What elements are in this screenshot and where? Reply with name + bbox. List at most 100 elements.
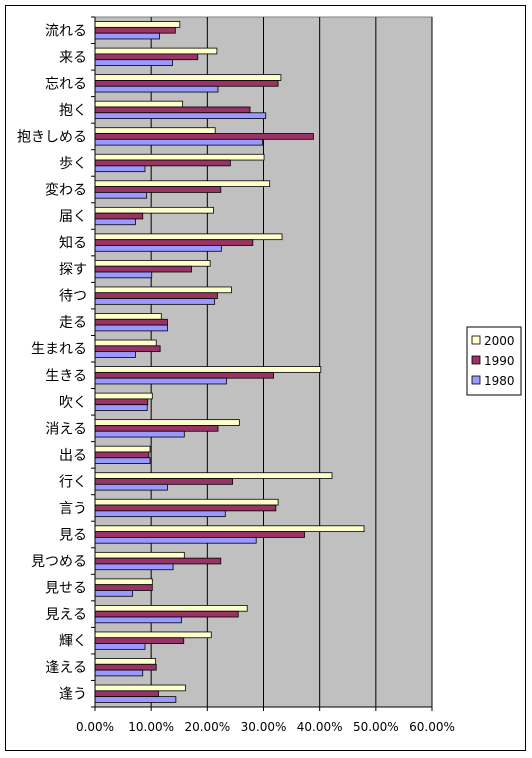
bar-1990 xyxy=(94,53,199,61)
bar-2000 xyxy=(94,339,157,347)
category-label: 歩く xyxy=(59,156,87,172)
bar-1990 xyxy=(94,478,234,485)
bar-1980 xyxy=(94,271,153,279)
category-label: 来る xyxy=(59,50,87,66)
bar-2000 xyxy=(94,498,279,506)
bar-2000 xyxy=(94,525,365,532)
bar-1980 xyxy=(94,643,146,650)
category-label: 見る xyxy=(59,528,87,544)
bar-1990 xyxy=(94,690,159,698)
category-label: 生きる xyxy=(45,368,87,384)
bar-1990 xyxy=(94,557,222,565)
legend-label-2000: 2000 xyxy=(484,334,515,348)
bar-2000 xyxy=(94,445,151,453)
bar-2000 xyxy=(94,100,184,108)
bar-2000 xyxy=(94,313,162,320)
bar-2000 xyxy=(94,286,232,294)
bar-1980 xyxy=(94,351,136,358)
bar-1980 xyxy=(94,457,151,464)
x-tick-label: 50.00% xyxy=(353,720,399,734)
bar-1990 xyxy=(94,663,157,671)
bar-1980 xyxy=(94,404,148,411)
bar-2000 xyxy=(94,127,216,134)
x-tick-label: 30.00% xyxy=(241,720,287,734)
bar-2000 xyxy=(94,658,157,665)
bar-1990 xyxy=(94,133,314,140)
bar-1980 xyxy=(94,483,168,491)
category-label: 走る xyxy=(59,315,87,331)
bar-2000 xyxy=(94,392,153,400)
x-tick-label: 10.00% xyxy=(128,720,174,734)
bar-1980 xyxy=(94,218,136,226)
legend-swatch-1990 xyxy=(471,355,481,365)
bar-1990 xyxy=(94,398,149,406)
bar-1990 xyxy=(94,531,305,538)
bar-1980 xyxy=(94,165,146,173)
category-label: 吹く xyxy=(59,395,87,411)
category-label: 輝く xyxy=(59,634,87,650)
category-label: 抱く xyxy=(59,103,87,119)
bar-1990 xyxy=(94,159,231,167)
bar-1980 xyxy=(94,430,185,438)
bar-2000 xyxy=(94,605,248,612)
bar-1980 xyxy=(94,112,267,119)
category-label: 流れる xyxy=(45,23,87,39)
bar-2000 xyxy=(94,74,282,81)
x-tick-label: 0.00% xyxy=(76,720,114,734)
bar-1980 xyxy=(94,590,134,597)
category-label: 見せる xyxy=(45,581,87,597)
bar-1980 xyxy=(94,85,219,93)
bar-1990 xyxy=(94,371,275,379)
x-tick-label: 20.00% xyxy=(184,720,230,734)
category-label: 知る xyxy=(59,235,87,252)
bar-1990 xyxy=(94,345,161,353)
bar-1990 xyxy=(94,584,153,591)
category-label: 言う xyxy=(59,501,87,517)
x-tick-label: 60.00% xyxy=(409,720,455,734)
category-label: 消える xyxy=(45,421,87,437)
bar-1990 xyxy=(94,80,279,87)
bar-2000 xyxy=(94,684,186,692)
bar-2000 xyxy=(94,366,322,373)
bar-1980 xyxy=(94,669,144,677)
bar-2000 xyxy=(94,153,265,161)
bar-1980 xyxy=(94,298,216,305)
bar-1980 xyxy=(94,32,160,40)
x-tick-label: 40.00% xyxy=(297,720,343,734)
category-label: 見つめる xyxy=(31,554,87,570)
category-label: 逢う xyxy=(59,687,87,703)
bar-1990 xyxy=(94,26,176,34)
category-label: 生まれる xyxy=(31,342,87,358)
bar-2000 xyxy=(94,206,214,214)
bar-1990 xyxy=(94,610,239,618)
bar-2000 xyxy=(94,21,181,28)
bar-1980 xyxy=(94,563,174,571)
category-label: 出る xyxy=(59,448,87,464)
bar-2000 xyxy=(94,419,240,426)
category-label: 抱きしめる xyxy=(17,129,87,145)
bar-1990 xyxy=(94,292,218,299)
bar-1990 xyxy=(94,451,150,459)
bar-1980 xyxy=(94,616,182,624)
bar-1980 xyxy=(94,191,148,199)
bar-1980 xyxy=(94,324,168,332)
bar-2000 xyxy=(94,472,333,479)
bar-1980 xyxy=(94,510,226,518)
bar-1980 xyxy=(94,377,227,385)
legend-label-1990: 1990 xyxy=(484,354,515,368)
category-label: 忘れる xyxy=(45,76,87,92)
bar-1990 xyxy=(94,318,168,326)
bar-2000 xyxy=(94,631,212,639)
bar-1980 xyxy=(94,537,257,544)
bar-1990 xyxy=(94,265,193,273)
bar-1990 xyxy=(94,425,219,432)
bar-2000 xyxy=(94,260,211,267)
bar-1990 xyxy=(94,239,254,246)
category-label: 見える xyxy=(45,607,87,623)
bar-2000 xyxy=(94,551,185,559)
bar-1980 xyxy=(94,696,177,703)
legend-swatch-1980 xyxy=(471,375,481,385)
bar-2000 xyxy=(94,578,153,586)
legend-swatch-2000 xyxy=(471,335,481,345)
